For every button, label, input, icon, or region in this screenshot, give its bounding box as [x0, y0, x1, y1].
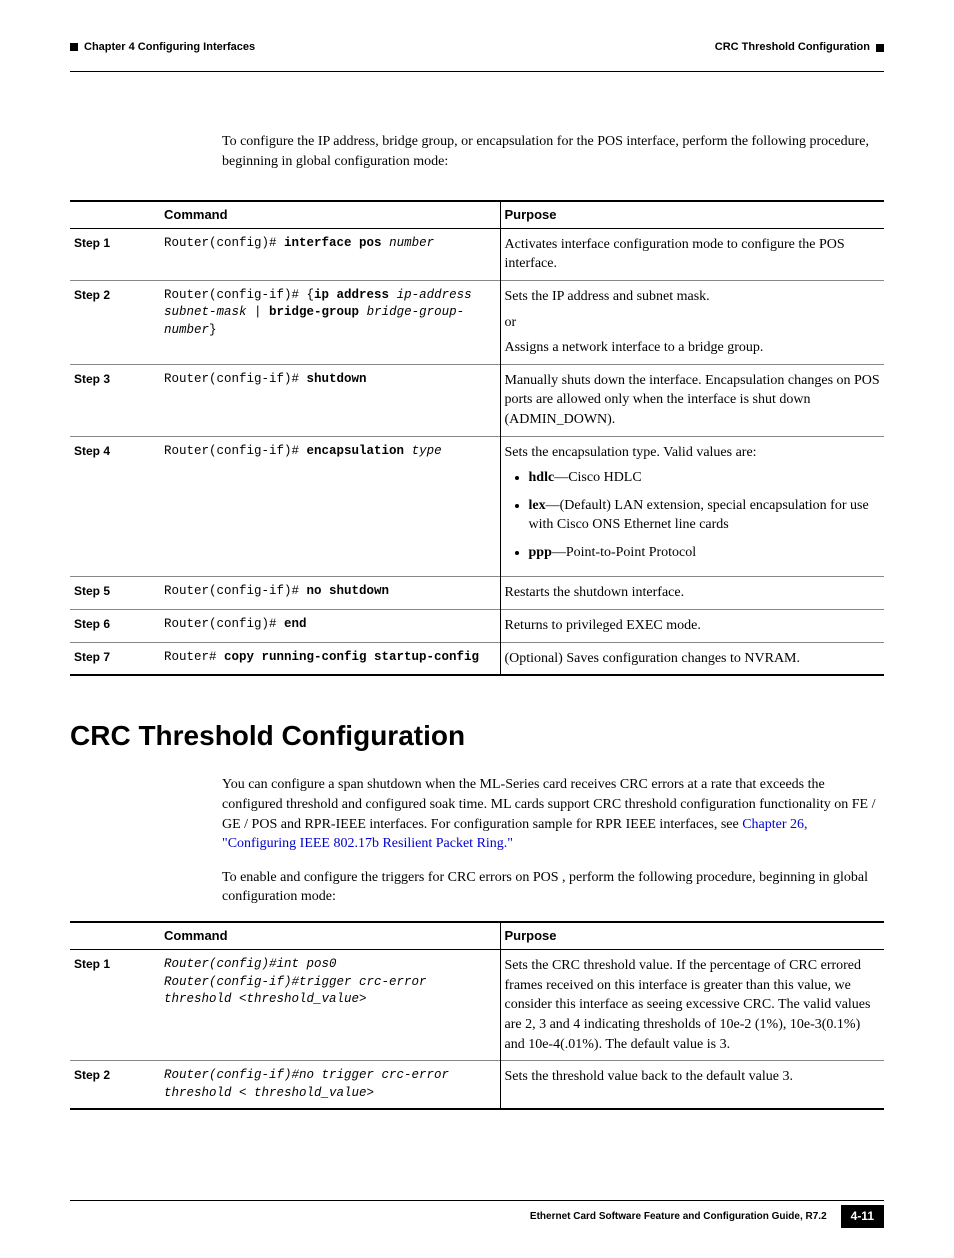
col-purpose: Purpose: [500, 922, 884, 950]
config-table-1: Command Purpose Step 1Router(config)# in…: [70, 200, 884, 677]
step-label: Step 2: [70, 280, 160, 364]
step-label: Step 1: [70, 950, 160, 1061]
purpose-cell: Activates interface configuration mode t…: [500, 228, 884, 280]
command-cell: Router(config)# end: [160, 610, 500, 643]
table-row: Step 5Router(config-if)# no shutdownRest…: [70, 577, 884, 610]
command-cell: Router(config-if)# shutdown: [160, 364, 500, 436]
command-cell: Router(config)#int pos0Router(config-if)…: [160, 950, 500, 1061]
table-row: Step 1Router(config)#int pos0Router(conf…: [70, 950, 884, 1061]
section-label: CRC Threshold Configuration: [715, 40, 884, 55]
section-heading: CRC Threshold Configuration: [70, 716, 884, 755]
purpose-cell: Sets the threshold value back to the def…: [500, 1061, 884, 1110]
command-cell: Router(config-if)# {ip address ip-addres…: [160, 280, 500, 364]
config-table-2: Command Purpose Step 1Router(config)#int…: [70, 921, 884, 1110]
step-label: Step 5: [70, 577, 160, 610]
purpose-cell: Sets the encapsulation type. Valid value…: [500, 436, 884, 577]
step-label: Step 2: [70, 1061, 160, 1110]
col-step: [70, 201, 160, 229]
step-label: Step 4: [70, 436, 160, 577]
command-cell: Router(config)# interface pos number: [160, 228, 500, 280]
col-command: Command: [160, 201, 500, 229]
purpose-cell: Returns to privileged EXEC mode.: [500, 610, 884, 643]
page-header: Chapter 4 Configuring Interfaces CRC Thr…: [70, 40, 884, 55]
step-label: Step 3: [70, 364, 160, 436]
col-command: Command: [160, 922, 500, 950]
table-row: Step 2Router(config-if)#no trigger crc-e…: [70, 1061, 884, 1110]
purpose-cell: Restarts the shutdown interface.: [500, 577, 884, 610]
command-cell: Router# copy running-config startup-conf…: [160, 642, 500, 675]
command-cell: Router(config-if)#no trigger crc-error t…: [160, 1061, 500, 1110]
header-divider: [70, 71, 884, 72]
col-purpose: Purpose: [500, 201, 884, 229]
table-row: Step 4Router(config-if)# encapsulation t…: [70, 436, 884, 577]
table-row: Step 2Router(config-if)# {ip address ip-…: [70, 280, 884, 364]
purpose-cell: (Optional) Saves configuration changes t…: [500, 642, 884, 675]
table-row: Step 3Router(config-if)# shutdownManuall…: [70, 364, 884, 436]
step-label: Step 7: [70, 642, 160, 675]
command-cell: Router(config-if)# no shutdown: [160, 577, 500, 610]
footer-guide: Ethernet Card Software Feature and Confi…: [70, 1210, 841, 1224]
body-para-2b: To enable and configure the triggers for…: [222, 868, 884, 907]
page-number: 4-11: [841, 1205, 884, 1228]
body-para-2a: You can configure a span shutdown when t…: [222, 775, 884, 853]
purpose-cell: Manually shuts down the interface. Encap…: [500, 364, 884, 436]
step-label: Step 6: [70, 610, 160, 643]
purpose-cell: Sets the IP address and subnet mask.orAs…: [500, 280, 884, 364]
page-footer: Ethernet Card Software Feature and Confi…: [70, 1200, 884, 1228]
table-row: Step 6Router(config)# endReturns to priv…: [70, 610, 884, 643]
intro-paragraph-1: To configure the IP address, bridge grou…: [222, 132, 884, 171]
table-row: Step 7Router# copy running-config startu…: [70, 642, 884, 675]
purpose-cell: Sets the CRC threshold value. If the per…: [500, 950, 884, 1061]
col-step: [70, 922, 160, 950]
table-row: Step 1Router(config)# interface pos numb…: [70, 228, 884, 280]
step-label: Step 1: [70, 228, 160, 280]
chapter-label: Chapter 4 Configuring Interfaces: [70, 40, 255, 55]
command-cell: Router(config-if)# encapsulation type: [160, 436, 500, 577]
